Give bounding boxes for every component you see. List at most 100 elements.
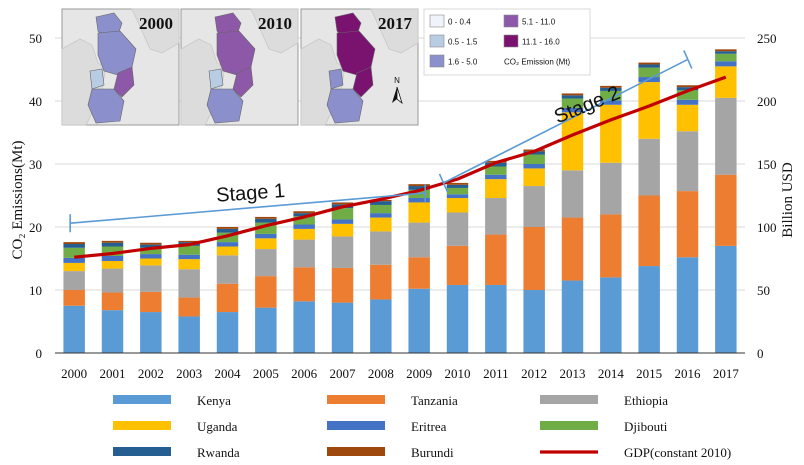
x-tick-label: 2006 <box>291 366 318 381</box>
bar-segment <box>178 269 200 298</box>
bar-segment <box>408 198 430 203</box>
map-land-north <box>131 8 180 54</box>
y2-tick-label: 150 <box>757 157 777 172</box>
bar-segment <box>561 107 584 113</box>
legend-swatch <box>327 395 385 404</box>
inset-map: 2000 <box>61 8 180 126</box>
legend-swatch <box>113 395 171 404</box>
bar-segment <box>523 168 545 187</box>
map-land-north <box>370 8 419 54</box>
map-legend: 0 - 0.4 0.5 - 1.5 1.6 - 5.0 5.1 - 11.0 11.1 … <box>423 8 591 76</box>
bar-segment <box>600 214 622 278</box>
bar-segment <box>331 202 354 205</box>
bar-segment <box>370 213 392 218</box>
bar-segment <box>523 164 545 169</box>
x-tick-label: 2009 <box>406 366 432 381</box>
legend-swatch <box>327 421 385 430</box>
bar-segment <box>715 53 737 62</box>
bar-segment <box>370 201 392 205</box>
map-legend-title: CO₂ Emission (Mt) <box>504 58 571 67</box>
bar-segment <box>446 212 469 246</box>
legend-label: Uganda <box>197 419 238 434</box>
x-tick-label: 2015 <box>636 366 662 381</box>
legend-label: Djibouti <box>624 419 668 434</box>
bar-segment <box>715 61 737 67</box>
bar-segment <box>140 258 162 266</box>
map-region <box>352 66 374 98</box>
bar-segment <box>638 64 660 68</box>
stage-2-bracket-start <box>438 173 449 193</box>
bar-segment <box>216 255 239 284</box>
bar-segment <box>331 302 354 353</box>
legend-label: Burundi <box>411 445 454 460</box>
y2-tick-label: 200 <box>757 94 777 109</box>
bar-segment <box>485 179 507 199</box>
x-tick-label: 2011 <box>483 366 509 381</box>
y2-tick-label: 0 <box>757 346 764 361</box>
bar-segment <box>101 242 124 247</box>
bar-segment <box>255 233 277 239</box>
legend-swatch <box>540 421 598 430</box>
bar-segment <box>523 227 545 290</box>
bar-segment <box>523 154 545 164</box>
legend-label: Eritrea <box>411 419 447 434</box>
y2-axis-title: Billion USD <box>780 162 796 238</box>
bar-segment <box>485 284 507 353</box>
bar-segment <box>63 305 85 353</box>
legend-label: Kenya <box>197 393 231 408</box>
bar-segment <box>715 97 737 175</box>
bar-segment <box>600 90 622 101</box>
bar-segment <box>408 186 430 190</box>
x-tick-label: 2013 <box>560 366 586 381</box>
stage-1-label: Stage 1 <box>215 180 285 207</box>
bar-segment <box>561 280 584 353</box>
x-tick-label: 2003 <box>176 366 202 381</box>
bar-segment <box>255 222 277 234</box>
y-axis-title: CO₂ Emissions(Mt) <box>10 141 26 260</box>
bar-segment <box>561 98 584 108</box>
bar-segment <box>178 245 200 255</box>
bar-segment <box>408 288 430 353</box>
bar-segment <box>638 195 660 267</box>
bar-segment <box>101 292 124 311</box>
bar-segment <box>485 198 507 235</box>
bar-segment <box>101 246 124 256</box>
map-legend-label: 1.6 - 5.0 <box>448 58 478 67</box>
x-tick-label: 2007 <box>330 366 357 381</box>
map-legend-swatch <box>503 14 519 28</box>
bar-segment <box>293 267 315 302</box>
bar-segment <box>216 312 239 353</box>
bar-segment <box>446 184 469 188</box>
bar-segment <box>485 234 507 285</box>
bar-segment <box>293 224 315 229</box>
bar-segment <box>676 191 699 258</box>
bar-segment <box>331 223 354 237</box>
bar-segment <box>63 290 85 306</box>
bar-segment <box>255 276 277 308</box>
bar-segment <box>178 297 200 317</box>
inset-map: 2010 <box>180 8 299 126</box>
bar-segment <box>216 283 239 313</box>
bar-segment <box>676 257 699 353</box>
map-legend-label: 0.5 - 1.5 <box>448 38 478 47</box>
bar-segment <box>370 204 392 214</box>
bar-segment <box>561 112 584 171</box>
bar-segment <box>101 261 124 269</box>
bar-segment <box>255 218 277 223</box>
legend-label: Ethiopia <box>624 393 668 408</box>
bar-segment <box>293 239 315 268</box>
legend-swatch <box>327 447 385 456</box>
bar-segment <box>140 242 162 245</box>
bar-segment <box>63 242 85 245</box>
x-tick-label: 2005 <box>253 366 279 381</box>
bar-segment <box>370 299 392 353</box>
bar-segment <box>178 316 200 353</box>
map-year-label: 2017 <box>378 14 413 33</box>
bar-segment <box>370 217 392 232</box>
legend: Kenya Tanzania Ethiopia Uganda Eritrea Djibou… <box>113 393 731 460</box>
y2-tick-label: 100 <box>757 220 777 235</box>
bar-segment <box>561 217 584 281</box>
y-tick-label: 40 <box>29 94 42 109</box>
north-arrow-half <box>392 87 397 103</box>
bar-segment <box>485 174 507 180</box>
